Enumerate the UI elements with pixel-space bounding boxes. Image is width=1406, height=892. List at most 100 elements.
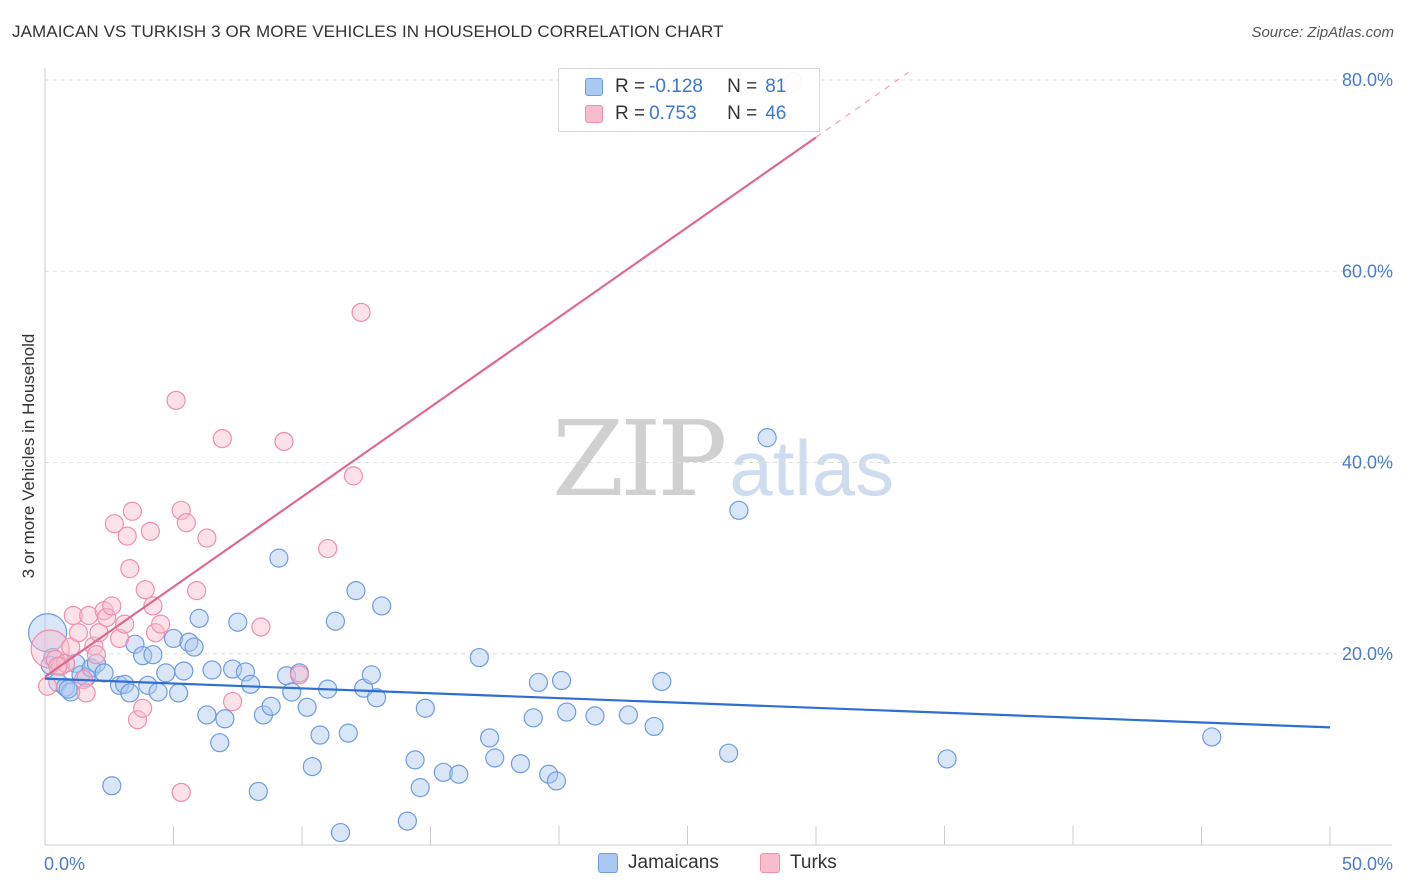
jamaican-point [449, 764, 469, 784]
x-tick-label-start: 0.0% [44, 854, 85, 874]
jamaican-point [27, 613, 68, 653]
jamaican-point [235, 662, 256, 682]
turk-point [120, 559, 140, 579]
legend-n-label: N = [727, 103, 758, 124]
turk-point [212, 428, 232, 449]
turk-point [143, 596, 163, 616]
jamaican-point [937, 749, 957, 769]
stats-legend: R = -0.128 N = 81 R = 0.753 N = 46 [558, 68, 820, 132]
turk-point [122, 501, 142, 521]
jamaican-point [102, 776, 122, 796]
jamaican-point [197, 705, 217, 725]
x-tick-label-end: 50.0% [1342, 854, 1393, 874]
turk-point [197, 528, 217, 548]
jamaican-point [346, 581, 366, 601]
jamaican-point [480, 728, 500, 748]
legend-row-jamaicans: R = -0.128 N = 81 [585, 75, 786, 99]
legend-swatch-turks [585, 105, 603, 123]
jamaicans-points [27, 428, 1222, 843]
turk-point [351, 302, 371, 322]
jamaican-point [228, 612, 248, 632]
jamaican-point [405, 750, 425, 770]
turk-point [289, 665, 310, 685]
jamaican-point [58, 679, 78, 699]
grid-layer [45, 79, 1392, 655]
legend-r-value: -0.128 [649, 76, 703, 97]
source-label: Source: ZipAtlas.com [1251, 24, 1394, 41]
jamaican-point [433, 762, 453, 782]
turk-point [97, 607, 117, 628]
axis-layer [44, 68, 1392, 846]
jamaican-point [133, 646, 153, 666]
legend-label-turks: Turks [790, 852, 837, 873]
turk-point [37, 676, 58, 696]
jamaican-point [618, 705, 638, 725]
jamaican-point [189, 608, 209, 628]
y-axis-label: 3 or more Vehicles in Household [19, 334, 38, 579]
turk-point [171, 782, 191, 803]
jamaican-point [184, 637, 204, 657]
legend-n-value: 46 [765, 103, 787, 124]
jamaican-point [644, 716, 664, 737]
jamaican-point [269, 548, 289, 568]
jamaican-point [719, 743, 739, 763]
turk-point [102, 596, 122, 616]
jamaican-point [297, 697, 317, 717]
turk-point [63, 605, 83, 626]
jamaican-point [163, 628, 184, 649]
jamaican-point [397, 811, 417, 831]
jamaican-point [148, 682, 168, 702]
jamaican-point [202, 660, 222, 680]
y-tick-label: 40.0% [1342, 453, 1393, 473]
turk-point [135, 580, 155, 600]
series-legend: Jamaicans Turks [0, 850, 1406, 878]
turk-point [318, 538, 338, 559]
jamaican-point [652, 671, 672, 692]
turk-point [115, 614, 135, 634]
jamaican-point [551, 670, 572, 691]
y-tick-label: 80.0% [1342, 70, 1393, 90]
jamaican-point [528, 672, 549, 693]
jamaican-point [757, 428, 777, 448]
jamaican-point [61, 682, 81, 702]
turk-point [104, 514, 124, 534]
jamaican-point [372, 596, 392, 616]
jamaican-point [546, 771, 567, 791]
turk-point [109, 628, 130, 649]
turk-point [171, 500, 191, 520]
jamaican-point [143, 645, 163, 665]
legend-swatch-jamaicans [598, 853, 618, 873]
jamaican-point [338, 723, 358, 743]
jamaican-point [210, 733, 230, 753]
turk-point [127, 710, 148, 730]
turk-point [187, 581, 207, 601]
turk-point [166, 390, 186, 410]
jamaican-point [215, 709, 235, 729]
jamaicans-trend-line [44, 677, 1331, 729]
jamaican-point [261, 696, 281, 716]
turk-point [30, 629, 70, 669]
y-tick-label: 20.0% [1342, 644, 1393, 664]
jamaican-point [310, 725, 330, 745]
legend-item-turks[interactable]: Turks [760, 852, 837, 874]
turk-point [140, 521, 160, 541]
jamaican-point [156, 663, 176, 683]
jamaican-point [138, 675, 158, 695]
legend-n-value: 81 [765, 76, 787, 97]
legend-swatch-jamaicans [585, 78, 603, 96]
jamaican-point [241, 674, 261, 694]
turk-point [133, 698, 153, 718]
jamaican-point [120, 683, 140, 703]
turk-point [68, 623, 89, 643]
jamaican-point [330, 822, 351, 843]
turk-point [223, 691, 243, 712]
legend-item-jamaicans[interactable]: Jamaicans [598, 852, 719, 874]
turk-point [117, 526, 137, 546]
jamaican-point [282, 682, 302, 702]
y-tick-label: 60.0% [1342, 261, 1393, 281]
turk-point [76, 683, 96, 703]
turk-point [274, 431, 294, 452]
jamaican-point [1202, 727, 1222, 747]
legend-row-turks: R = 0.753 N = 46 [585, 102, 786, 126]
